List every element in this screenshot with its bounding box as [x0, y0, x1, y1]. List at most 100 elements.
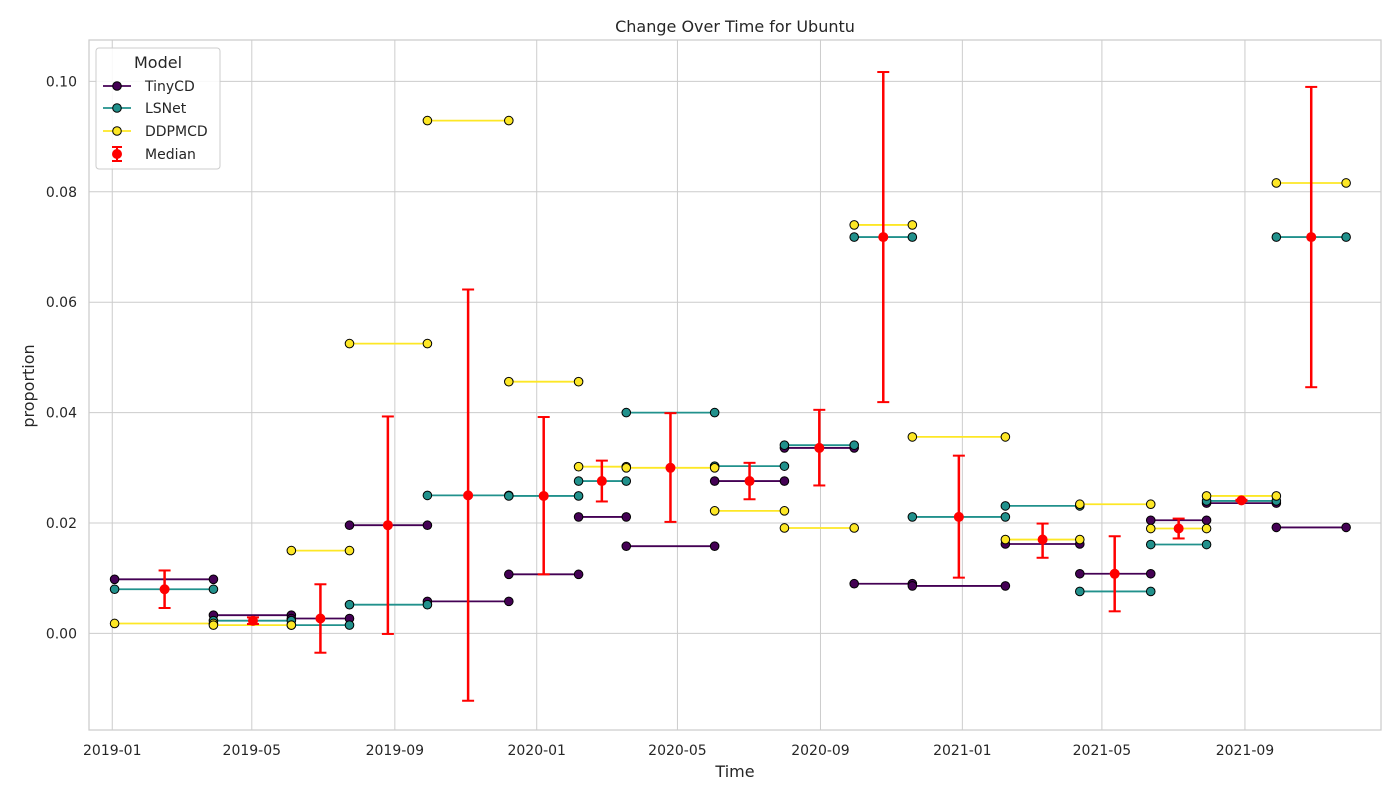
- data-point: [573, 476, 584, 486]
- median-errorbar: [1235, 495, 1248, 506]
- median-point: [1306, 232, 1317, 243]
- median-errorbar: [246, 615, 259, 626]
- data-point: [1145, 586, 1156, 597]
- median-point: [463, 490, 474, 501]
- median-errorbar: [952, 454, 965, 579]
- data-point: [208, 620, 219, 630]
- data-point: [1075, 586, 1085, 597]
- data-point: [504, 115, 514, 126]
- median-point: [596, 476, 607, 487]
- series-ddpmcd: [109, 115, 1351, 630]
- legend-item-tinycd: TinyCD: [103, 79, 195, 95]
- data-point: [1271, 522, 1282, 533]
- data-point: [109, 618, 120, 629]
- data-point: [1341, 522, 1351, 533]
- data-point: [849, 523, 859, 533]
- median-point: [315, 613, 326, 624]
- data-point: [422, 338, 433, 349]
- median-errorbar: [314, 583, 327, 654]
- data-point: [504, 376, 514, 387]
- data-point: [109, 574, 120, 585]
- data-point: [1000, 501, 1011, 511]
- legend-label: DDPMCD: [145, 124, 208, 140]
- data-point: [1000, 581, 1011, 591]
- median-errorbar: [1305, 85, 1318, 389]
- median-errorbar: [381, 415, 394, 635]
- data-point: [286, 545, 297, 556]
- median-point: [1109, 568, 1120, 579]
- data-point: [344, 545, 355, 556]
- data-point: [422, 115, 433, 126]
- x-tick-label: 2021-01: [933, 743, 992, 759]
- data-point: [709, 506, 720, 516]
- data-point: [1000, 432, 1011, 442]
- x-tick-label: 2020-09: [791, 743, 850, 759]
- data-point: [1341, 178, 1351, 188]
- gridlines: [89, 40, 1381, 730]
- y-tick-label: 0.02: [46, 516, 77, 532]
- median-errorbar: [743, 461, 756, 501]
- median-point: [247, 615, 258, 626]
- data-point: [1341, 232, 1351, 242]
- x-axis-ticks: 2019-01 2019-05 2019-09 2020-01 2020-05 2020-…: [83, 743, 1274, 759]
- data-point: [709, 541, 720, 551]
- median-errorbar: [595, 459, 608, 503]
- legend-item-lsnet: LSNet: [103, 101, 187, 117]
- data-point: [621, 541, 632, 551]
- legend-label: TinyCD: [144, 79, 195, 95]
- data-point: [907, 432, 918, 442]
- data-point: [208, 584, 219, 595]
- legend-item-ddpmcd: DDPMCD: [103, 124, 208, 140]
- data-point: [1145, 568, 1156, 579]
- data-point: [573, 376, 584, 387]
- median-point: [953, 511, 964, 522]
- median-point: [814, 442, 825, 453]
- median-point: [744, 476, 755, 487]
- data-point: [422, 490, 433, 501]
- data-point: [1201, 515, 1212, 526]
- data-point: [504, 569, 514, 580]
- x-tick-label: 2021-09: [1216, 743, 1275, 759]
- data-point: [504, 596, 514, 607]
- legend: Model TinyCD LSNet DDPMCD Median: [95, 47, 221, 170]
- data-point: [907, 232, 918, 242]
- data-point: [621, 476, 632, 486]
- y-tick-label: 0.08: [46, 185, 77, 201]
- legend-title: Model: [134, 53, 182, 72]
- x-tick-label: 2021-05: [1073, 743, 1132, 759]
- data-point: [286, 620, 297, 630]
- data-point: [709, 476, 720, 486]
- median-errorbar: [664, 412, 677, 523]
- data-point: [1075, 534, 1085, 545]
- data-point: [504, 491, 514, 501]
- x-tick-label: 2019-01: [83, 743, 142, 759]
- data-point: [621, 463, 632, 473]
- legend-label: LSNet: [145, 101, 187, 117]
- legend-box: [95, 47, 221, 170]
- legend-marker: [112, 81, 122, 91]
- data-point: [109, 584, 120, 595]
- y-tick-label: 0.04: [46, 406, 77, 422]
- data-point: [422, 599, 433, 610]
- y-axis-ticks: 0.00 0.02 0.04 0.06 0.08 0.10: [46, 74, 77, 642]
- data-point: [1201, 523, 1212, 534]
- legend-marker: [112, 126, 122, 136]
- y-tick-label: 0.06: [46, 295, 77, 311]
- data-point: [709, 407, 720, 418]
- data-point: [849, 578, 859, 589]
- data-point: [849, 232, 859, 242]
- median-layer: [158, 71, 1318, 702]
- data-point: [1145, 499, 1156, 510]
- data-point: [422, 520, 433, 531]
- median-errorbar: [537, 416, 550, 576]
- data-point: [573, 512, 584, 522]
- median-errorbar: [877, 71, 890, 404]
- median-errorbar: [158, 569, 171, 610]
- data-point: [779, 506, 790, 516]
- data-point: [779, 476, 790, 486]
- data-point: [208, 574, 219, 585]
- legend-marker: [112, 149, 122, 159]
- data-point: [1201, 539, 1212, 550]
- data-point: [344, 338, 355, 349]
- legend-label: Median: [145, 147, 196, 163]
